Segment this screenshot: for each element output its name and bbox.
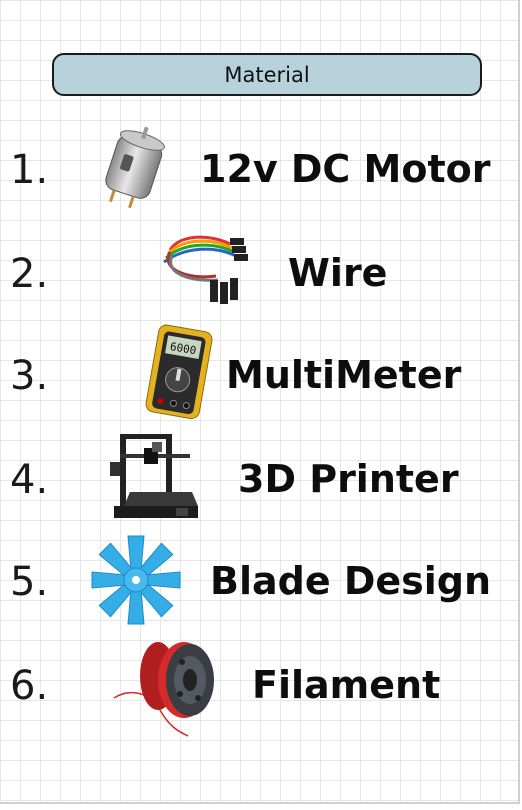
item-number: 5.: [10, 559, 49, 605]
svg-text:6000: 6000: [169, 340, 197, 357]
item-label: 3D Printer: [238, 457, 459, 501]
dc-motor-icon: [105, 126, 165, 209]
fan-blade-icon: [91, 535, 181, 625]
multimeter-icon: 6000: [145, 324, 213, 420]
item-number: 4.: [10, 457, 49, 503]
3d-printer-icon: [110, 434, 198, 518]
item-number: 3.: [10, 353, 49, 399]
material-header: Material: [52, 53, 482, 96]
list-item: 1. 12v DC Motor: [0, 120, 518, 220]
item-label: MultiMeter: [226, 353, 462, 397]
jumper-wire-icon: [163, 235, 248, 304]
item-label: Filament: [252, 663, 441, 707]
list-item: 5. Blade Design: [0, 528, 518, 628]
item-label: Blade Design: [210, 559, 492, 603]
item-number: 6.: [10, 663, 49, 709]
item-number: 2.: [10, 251, 49, 297]
list-item: 3. 6000 MultiMeter: [0, 322, 518, 422]
item-label: Wire: [288, 251, 388, 295]
filament-spool-icon: [113, 642, 214, 737]
list-item: 4. 3D Printer: [0, 424, 518, 524]
list-item: 2. Wire: [0, 222, 518, 322]
item-number: 1.: [10, 147, 49, 193]
item-label: 12v DC Motor: [200, 147, 491, 191]
material-title: Material: [224, 62, 310, 87]
list-item: 6. Filament: [0, 632, 518, 737]
